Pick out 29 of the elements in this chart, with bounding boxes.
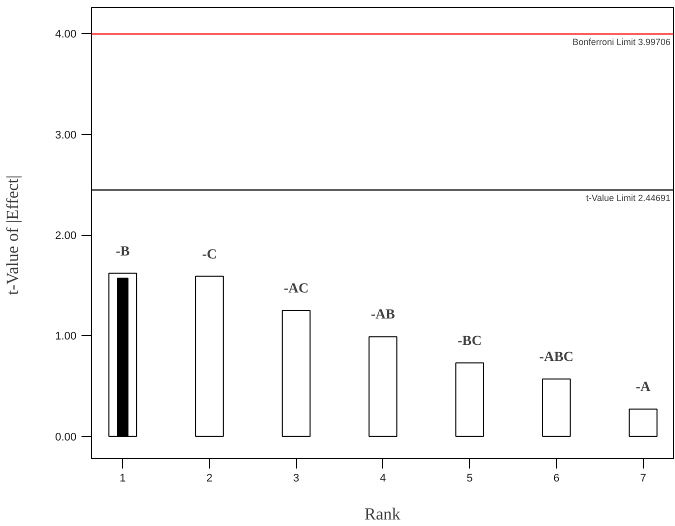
data-label: -ABC (539, 350, 574, 365)
y-axis-title: t-Value of |Effect| (3, 175, 22, 296)
bar (628, 408, 658, 437)
data-label: -A (636, 380, 652, 396)
x-tick-label: 4 (380, 472, 386, 484)
data-label: -AB (370, 308, 396, 323)
x-tick-label: 7 (640, 472, 646, 484)
y-tick-label: 4.00 (55, 28, 77, 41)
bar (282, 310, 311, 437)
y-tick-label: 3.00 (55, 129, 77, 142)
y-tick-label: 1.00 (55, 330, 77, 343)
bar (542, 378, 571, 437)
bar (195, 276, 224, 437)
data-label: -C (202, 247, 217, 262)
y-tick-label: 0.00 (55, 431, 77, 444)
y-tick-label: 2.00 (55, 230, 77, 242)
x-tick-label: 6 (553, 472, 560, 484)
x-tick-label: 1 (120, 472, 126, 484)
ref-line-label: t-Value Limit 2.44691 (586, 193, 671, 204)
data-label: -B (116, 244, 130, 260)
x-tick-label: 3 (293, 472, 300, 484)
x-axis-title: Rank (364, 504, 401, 524)
data-label: -BC (458, 334, 482, 349)
x-tick-label: 5 (466, 472, 473, 484)
bar (455, 362, 484, 437)
bar (368, 336, 398, 437)
x-tick-label: 2 (206, 472, 213, 484)
data-label: -AC (284, 282, 309, 297)
ref-line-label: Bonferroni Limit 3.99706 (572, 36, 671, 47)
